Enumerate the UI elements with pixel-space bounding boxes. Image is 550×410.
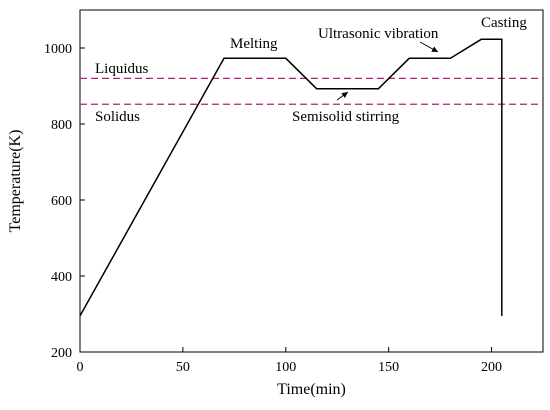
y-axis-title: Temperature(K) — [7, 130, 24, 233]
arrow-stirring-head — [341, 92, 348, 98]
y-tick-label: 400 — [51, 270, 72, 285]
x-tick-label: 0 — [77, 360, 84, 375]
y-tick-label: 200 — [51, 346, 72, 361]
x-tick-label: 200 — [481, 360, 502, 375]
text-labels: Liquidus Solidus Melting Ultrasonic vibrati… — [95, 15, 527, 125]
series-line-0 — [79, 38, 503, 317]
label-liquidus: Liquidus — [95, 61, 148, 77]
arrow-ultrasonic-head — [431, 46, 438, 52]
annotation-casting: Casting — [481, 15, 527, 31]
annotation-arrows — [336, 41, 439, 101]
y-tick-label: 600 — [51, 194, 72, 209]
y-axis-ticks: 200 400 600 800 1000 — [44, 42, 85, 361]
x-axis-title: Time(min) — [277, 381, 346, 398]
y-tick-label: 800 — [51, 118, 72, 133]
x-tick-label: 150 — [378, 360, 399, 375]
annotation-melting: Melting — [230, 36, 278, 52]
series-group — [79, 38, 503, 317]
reference-lines — [80, 77, 543, 105]
label-solidus: Solidus — [95, 109, 140, 125]
x-axis-ticks: 0 50 100 150 200 — [77, 347, 502, 375]
plot-frame — [79, 9, 544, 353]
x-tick-label: 50 — [176, 360, 190, 375]
y-tick-label: 1000 — [44, 42, 72, 57]
annotation-ultrasonic-vibration: Ultrasonic vibration — [318, 26, 439, 42]
x-tick-label: 100 — [275, 360, 296, 375]
annotation-semisolid-stirring: Semisolid stirring — [292, 109, 400, 125]
